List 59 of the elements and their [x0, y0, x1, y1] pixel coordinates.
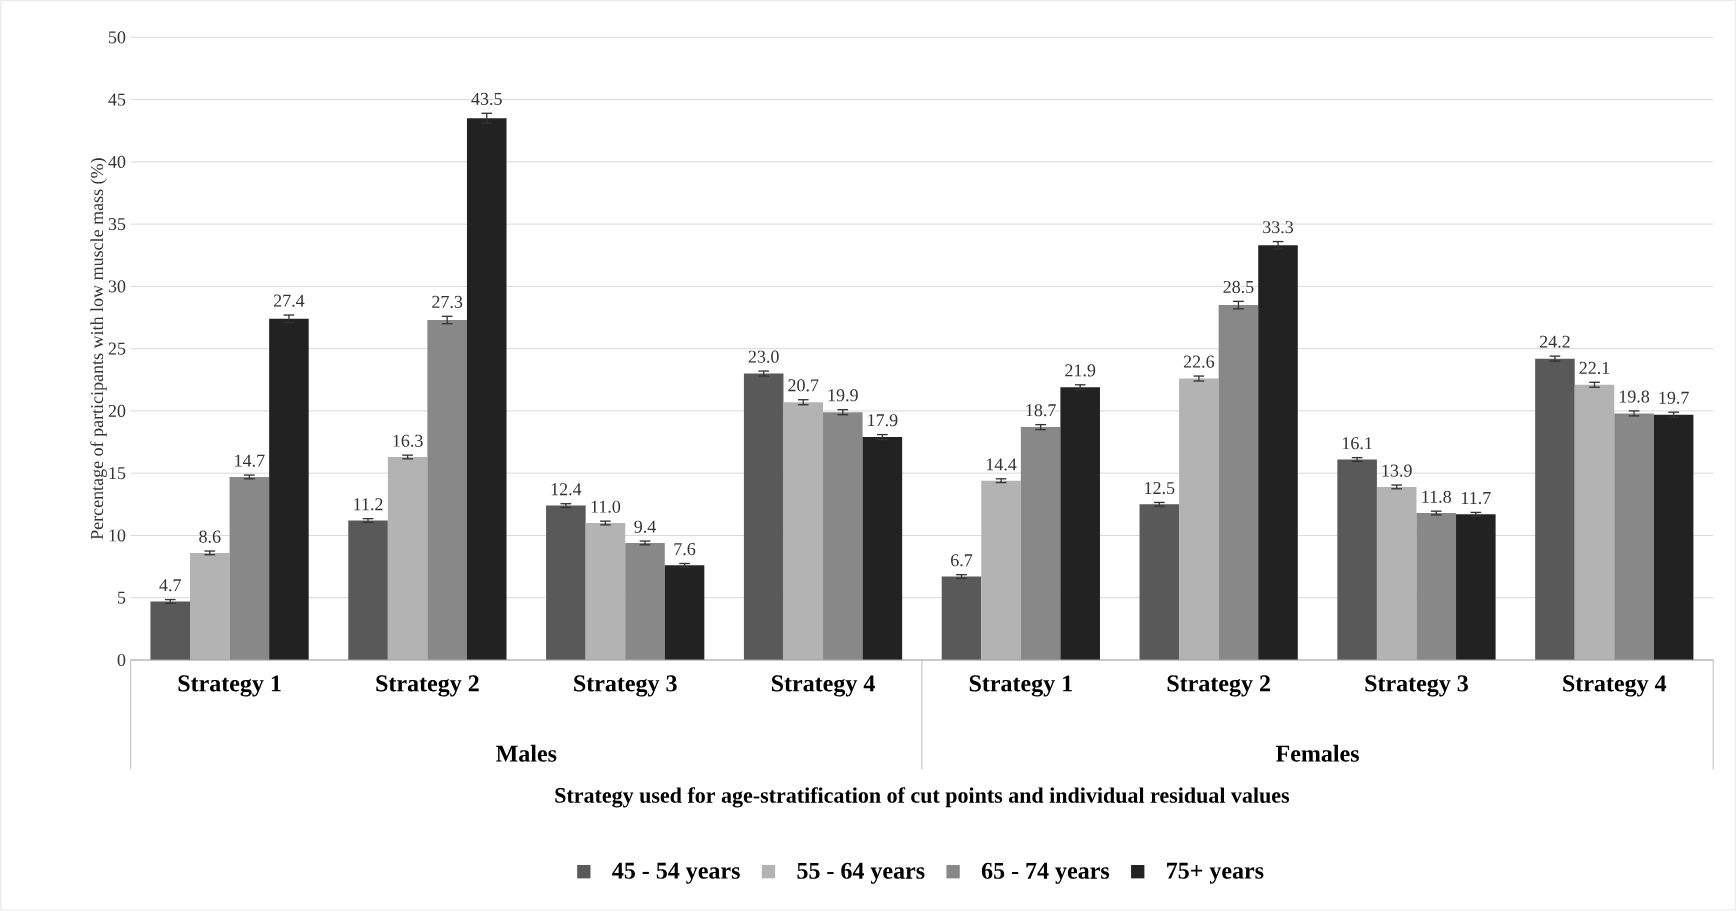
- data-label: 18.7: [1026, 404, 1056, 417]
- y-tick-label: 35: [108, 218, 126, 231]
- x-tick-label: Strategy 2: [376, 675, 479, 697]
- data-label: 27.4: [273, 294, 305, 307]
- data-label: 21.9: [1065, 364, 1096, 377]
- y-tick-label: 0: [117, 654, 126, 667]
- y-tick-label: 25: [108, 342, 126, 355]
- data-label: 11.0: [591, 500, 621, 514]
- data-label: 7.6: [674, 543, 696, 556]
- legend-label: 55 - 64 years: [797, 862, 925, 884]
- data-label: 14.7: [235, 454, 265, 467]
- text: Females: [1276, 745, 1359, 762]
- data-label: 9.4: [634, 520, 656, 533]
- data-label: 24.2: [1539, 335, 1570, 349]
- data-label: 16.3: [393, 434, 423, 448]
- x-axis-title: Strategy used for age-stratification of cut points and individual residual values: [555, 787, 1290, 808]
- legend-label: 75+ years: [1167, 863, 1264, 884]
- data-label: 12.5: [1145, 482, 1175, 495]
- data-label: 23.0: [748, 350, 779, 363]
- y-tick-label: 30: [108, 280, 126, 293]
- x-tick-label: Strategy 1: [969, 675, 1072, 697]
- data-label: 12.4: [551, 483, 582, 496]
- data-label: 11.2: [354, 498, 383, 511]
- y-tick-label: 20: [108, 405, 126, 418]
- data-label: 20.7: [788, 379, 819, 392]
- y-tick-label: 15: [109, 467, 126, 480]
- data-label: 14.4: [986, 458, 1017, 471]
- y-axis-title: Percentage of participants with low muscle mass (%): [90, 158, 107, 540]
- y-tick-label: 5: [118, 591, 126, 604]
- data-label: 8.6: [199, 530, 221, 543]
- x-tick-label: Strategy 3: [1365, 675, 1468, 697]
- data-label: 22.1: [1579, 362, 1610, 375]
- text: Males: [496, 745, 557, 762]
- x-tick-label: Strategy 1: [178, 675, 281, 697]
- data-label: 13.9: [1382, 464, 1412, 477]
- y-tick-label: 40: [108, 155, 126, 169]
- data-label: 28.5: [1223, 281, 1254, 294]
- x-tick-label: Strategy 4: [771, 675, 875, 697]
- legend-label: 45 - 54 years: [612, 862, 740, 884]
- y-tick-label: 45: [108, 93, 126, 106]
- x-tick-label: Strategy 4: [1563, 675, 1667, 697]
- data-label: 22.6: [1183, 355, 1215, 368]
- data-label: 27.3: [432, 296, 463, 309]
- x-tick-label: Strategy 2: [1167, 675, 1270, 697]
- data-label: 19.8: [1619, 390, 1650, 403]
- data-label: 43.5: [471, 93, 502, 106]
- data-label: 11.7: [1461, 492, 1491, 505]
- data-label: 6.7: [951, 554, 973, 567]
- y-tick-label: 10: [109, 529, 126, 542]
- x-tick-label: Strategy 3: [574, 675, 677, 697]
- data-label: 11.8: [1422, 490, 1451, 504]
- data-label: 4.7: [159, 579, 181, 592]
- data-label: 17.9: [868, 414, 898, 427]
- data-label: 33.3: [1263, 221, 1294, 234]
- legend-label: 65 - 74 years: [981, 862, 1110, 884]
- data-label: 19.7: [1659, 391, 1689, 405]
- y-tick-label: 50: [109, 31, 126, 44]
- data-label: 19.9: [828, 389, 858, 402]
- data-label: 16.1: [1342, 437, 1372, 450]
